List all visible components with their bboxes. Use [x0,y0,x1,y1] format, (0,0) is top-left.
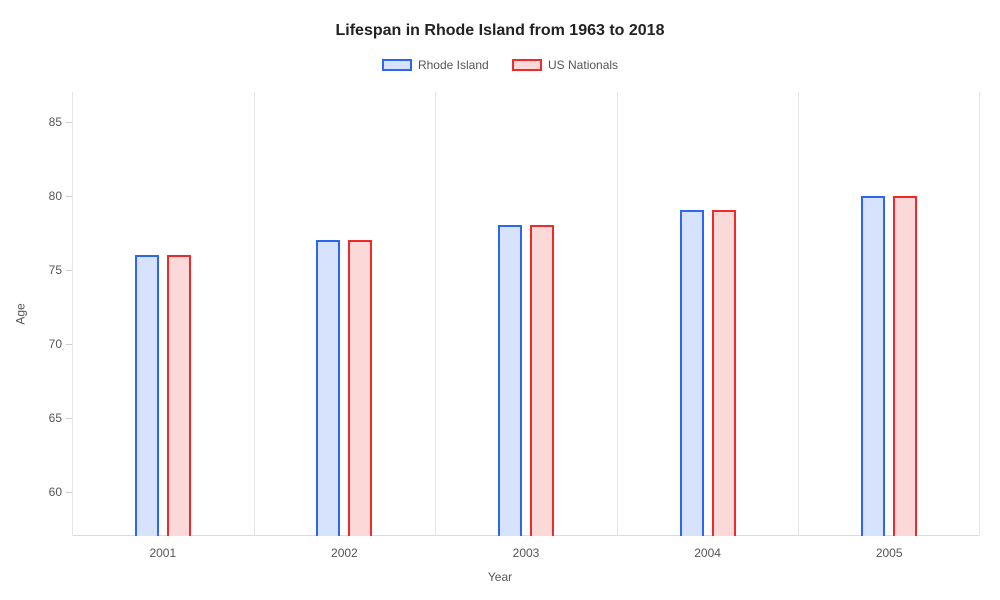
bar [893,196,917,536]
y-axis-title: Age [13,303,27,324]
vertical-gridline [72,92,73,536]
vertical-gridline [979,92,980,536]
plot-area: 60657075808520012002200320042005 [72,92,980,536]
bar [316,240,340,536]
y-tick-label: 80 [49,189,72,203]
bar [167,255,191,536]
bar [530,225,554,536]
vertical-gridline [435,92,436,536]
bar [712,210,736,536]
x-axis-title: Year [0,570,1000,584]
legend-label-1: US Nationals [548,58,618,72]
chart-title: Lifespan in Rhode Island from 1963 to 20… [0,22,1000,40]
vertical-gridline [254,92,255,536]
legend-swatch-1 [512,59,542,71]
y-tick-label: 60 [49,485,72,499]
legend-item-0: Rhode Island [382,58,489,72]
x-tick-label: 2004 [694,536,721,560]
bar [498,225,522,536]
bar [680,210,704,536]
x-tick-label: 2001 [149,536,176,560]
legend-swatch-0 [382,59,412,71]
legend-item-1: US Nationals [512,58,618,72]
x-tick-label: 2003 [513,536,540,560]
x-tick-label: 2002 [331,536,358,560]
chart-container: Lifespan in Rhode Island from 1963 to 20… [0,0,1000,600]
x-tick-label: 2005 [876,536,903,560]
legend-label-0: Rhode Island [418,58,489,72]
vertical-gridline [617,92,618,536]
vertical-gridline [798,92,799,536]
chart-legend: Rhode Island US Nationals [0,58,1000,74]
bar [348,240,372,536]
y-tick-label: 85 [49,115,72,129]
y-tick-label: 65 [49,411,72,425]
y-tick-label: 70 [49,337,72,351]
bar [135,255,159,536]
bar [861,196,885,536]
y-tick-label: 75 [49,263,72,277]
